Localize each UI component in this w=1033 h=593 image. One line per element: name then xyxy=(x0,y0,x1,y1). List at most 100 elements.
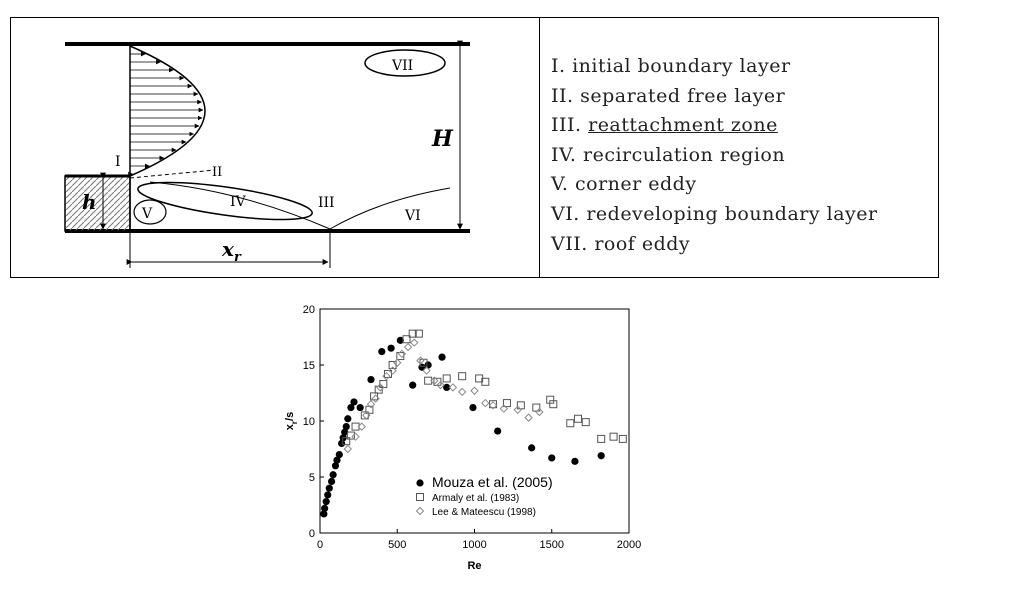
legend-label: Armaly et al. (1983) xyxy=(432,493,519,504)
data-point xyxy=(376,383,385,392)
data-point xyxy=(513,405,522,415)
data-point xyxy=(414,329,423,338)
item-numeral: V. xyxy=(551,173,569,196)
x-tick-label: 500 xyxy=(388,539,406,551)
x-axis-label: Re xyxy=(467,560,481,572)
data-point xyxy=(325,484,333,492)
y-axis-label: xr/s xyxy=(284,412,299,430)
scatter-chart: 0 500 1000 1500 2000 0 5 10 15 20 Re xr/s Mouza et a… xyxy=(284,304,641,572)
list-item: VI. redeveloping boundary layer xyxy=(551,200,878,230)
legend-label: Lee & Mateescu (1998) xyxy=(432,507,536,518)
data-point xyxy=(470,386,479,395)
data-point xyxy=(321,504,329,512)
data-point xyxy=(327,477,336,486)
item-numeral: II. xyxy=(551,84,574,107)
item-text: separated free layer xyxy=(580,84,786,107)
label-length: xr xyxy=(221,237,242,265)
data-point xyxy=(488,401,498,410)
item-text: reattachment zone xyxy=(588,114,778,137)
data-point xyxy=(342,423,350,431)
data-point xyxy=(366,399,376,409)
x-tick-label: 2000 xyxy=(617,539,641,551)
item-numeral: VI. xyxy=(551,202,580,225)
data-point xyxy=(448,383,458,392)
data-point xyxy=(548,454,556,462)
data-point xyxy=(489,400,498,409)
data-point xyxy=(422,366,431,375)
item-text: redeveloping boundary layer xyxy=(586,202,878,225)
data-point xyxy=(396,336,404,344)
label-length-sub: r xyxy=(234,250,242,265)
list-item: V. corner eddy xyxy=(551,170,878,200)
data-point xyxy=(382,371,391,381)
data-point xyxy=(408,329,417,338)
data-point xyxy=(574,414,583,423)
figure-table: I. initial boundary layer II. separated f… xyxy=(10,17,939,278)
x-tick-label: 1000 xyxy=(462,539,486,551)
label-separated: II xyxy=(212,165,222,180)
data-point xyxy=(367,375,375,384)
label-redeveloping: VI xyxy=(404,208,421,224)
label-step: h xyxy=(82,190,97,214)
item-numeral: III. xyxy=(551,114,582,137)
data-point xyxy=(516,401,525,410)
data-point xyxy=(351,422,360,431)
data-point xyxy=(341,428,349,436)
item-numeral: VII. xyxy=(551,232,588,255)
legend-marker xyxy=(416,479,424,487)
data-point xyxy=(388,366,397,375)
data-point xyxy=(397,349,407,359)
data-point xyxy=(532,403,541,412)
y-label-main: x xyxy=(284,423,296,430)
y-tick-label: 10 xyxy=(303,416,315,428)
data-point xyxy=(419,358,428,367)
legend-marker xyxy=(415,506,425,516)
data-point xyxy=(335,451,343,459)
data-point xyxy=(443,383,451,391)
list-item: II. separated free layer xyxy=(551,82,878,112)
list-item: IV. recirculation region xyxy=(551,141,878,171)
label-roof: VII xyxy=(391,58,413,74)
y-label-sub: r xyxy=(290,421,299,424)
item-text: roof eddy xyxy=(594,232,691,255)
data-point xyxy=(581,418,590,427)
data-point xyxy=(362,411,371,420)
y-label-rest: /s xyxy=(284,412,296,421)
x-tick-label: 0 xyxy=(317,539,323,551)
label-recirculation: IV xyxy=(230,194,247,210)
y-tick-label: 0 xyxy=(309,528,315,540)
data-point xyxy=(360,411,369,420)
data-point xyxy=(410,338,419,347)
data-point xyxy=(458,372,467,381)
data-point xyxy=(347,403,355,412)
cell-divider xyxy=(539,18,540,277)
data-point xyxy=(343,444,353,454)
data-point xyxy=(393,358,402,367)
list-item: VII. roof eddy xyxy=(551,230,878,260)
label-reattachment: III xyxy=(318,195,335,211)
x-tick-label: 1500 xyxy=(540,539,564,551)
label-corner: V xyxy=(141,206,153,222)
data-point xyxy=(535,407,544,417)
data-point xyxy=(524,413,533,422)
y-tick-label: 20 xyxy=(303,304,315,316)
data-point xyxy=(442,374,451,383)
data-point xyxy=(346,431,355,440)
data-point xyxy=(609,432,618,441)
data-point xyxy=(502,399,511,408)
data-point xyxy=(430,376,439,385)
data-point xyxy=(549,400,558,409)
data-point xyxy=(402,335,411,344)
data-point xyxy=(324,491,332,499)
item-text: corner eddy xyxy=(575,173,697,196)
item-numeral: I. xyxy=(551,55,566,77)
list-item: I. initial boundary layer xyxy=(551,52,878,82)
data-point xyxy=(481,398,490,408)
data-point xyxy=(351,432,360,441)
data-point xyxy=(342,437,351,446)
legend-marker xyxy=(416,493,424,501)
data-point xyxy=(329,471,337,479)
label-height: H xyxy=(431,126,454,152)
data-point xyxy=(350,398,358,406)
